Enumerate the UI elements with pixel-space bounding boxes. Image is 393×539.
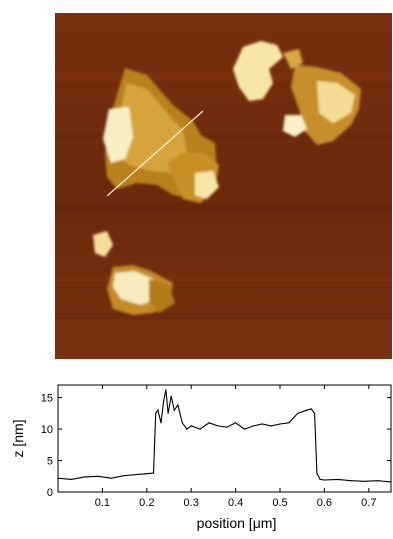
y-axis-title: z [nm] <box>10 419 26 457</box>
profile-point <box>270 425 272 427</box>
x-tick-label: 0.5 <box>272 497 287 509</box>
profile-point <box>160 422 162 424</box>
profile-point <box>110 477 112 479</box>
y-tick-label: 15 <box>41 393 53 405</box>
profile-point <box>217 425 219 427</box>
x-tick-label: 0.2 <box>139 497 154 509</box>
y-tick-label: 0 <box>47 487 53 499</box>
afm-topography-image <box>55 13 392 359</box>
profile-point <box>170 395 172 397</box>
profile-point <box>70 478 72 480</box>
graphene-flake-bottom-left <box>93 231 175 315</box>
profile-point <box>288 422 290 424</box>
x-axis-title-unit: μm <box>253 515 273 531</box>
profile-point <box>199 428 201 430</box>
profile-point <box>316 472 318 474</box>
profile-point <box>177 404 179 406</box>
x-tick-label: 0.3 <box>184 497 199 509</box>
y-tick-label: 5 <box>47 456 53 468</box>
profile-point <box>190 425 192 427</box>
profile-point <box>165 389 167 391</box>
profile-point <box>252 425 254 427</box>
x-tick-label: 0.6 <box>317 497 332 509</box>
profile-point <box>181 422 183 424</box>
x-axis-title-prefix: position [ <box>197 515 253 531</box>
profile-line <box>57 389 392 483</box>
y-tick-label: 10 <box>41 424 53 436</box>
profile-point <box>261 423 263 425</box>
profile-point <box>310 408 312 410</box>
profile-point <box>124 475 126 477</box>
profile-cut-line <box>106 110 204 197</box>
profile-point <box>163 400 165 402</box>
x-axis-title-suffix: ] <box>272 515 276 531</box>
profile-point <box>57 477 59 479</box>
profile-point <box>243 428 246 430</box>
height-profile-plot: 0.1 0.2 0.3 0.4 0.5 0.6 0.7 0 5 10 15 position [μm]… <box>10 384 392 531</box>
profile-point <box>84 476 86 478</box>
profile-point <box>97 475 99 477</box>
profile-point <box>390 481 392 483</box>
profile-point <box>167 412 169 414</box>
profile-point <box>319 478 321 480</box>
profile-point <box>152 472 155 474</box>
profile-point <box>186 428 188 430</box>
profile-point <box>157 409 159 411</box>
profile-point <box>314 412 316 414</box>
profile-point <box>226 426 228 428</box>
x-tick-label: 0.7 <box>361 497 376 509</box>
profile-point <box>377 480 379 482</box>
x-axis-title: position [μm] <box>197 515 277 531</box>
profile-point <box>306 409 308 411</box>
profile-point <box>363 480 365 482</box>
profile-point <box>173 409 175 411</box>
plot-frame <box>57 384 392 493</box>
profile-point <box>323 479 325 481</box>
x-tick-label: 0.4 <box>228 497 243 509</box>
profile-point <box>208 422 210 424</box>
profile-point <box>279 423 281 425</box>
profile-point <box>155 412 157 414</box>
profile-point <box>137 473 139 475</box>
profile-point <box>146 473 148 475</box>
profile-point <box>350 480 352 482</box>
x-tick-label: 0.1 <box>95 497 110 509</box>
graphene-flake-left <box>103 68 219 203</box>
graphene-flake-top-right <box>233 41 361 145</box>
profile-point <box>337 478 339 480</box>
profile-point <box>235 422 237 424</box>
profile-point <box>297 412 299 414</box>
